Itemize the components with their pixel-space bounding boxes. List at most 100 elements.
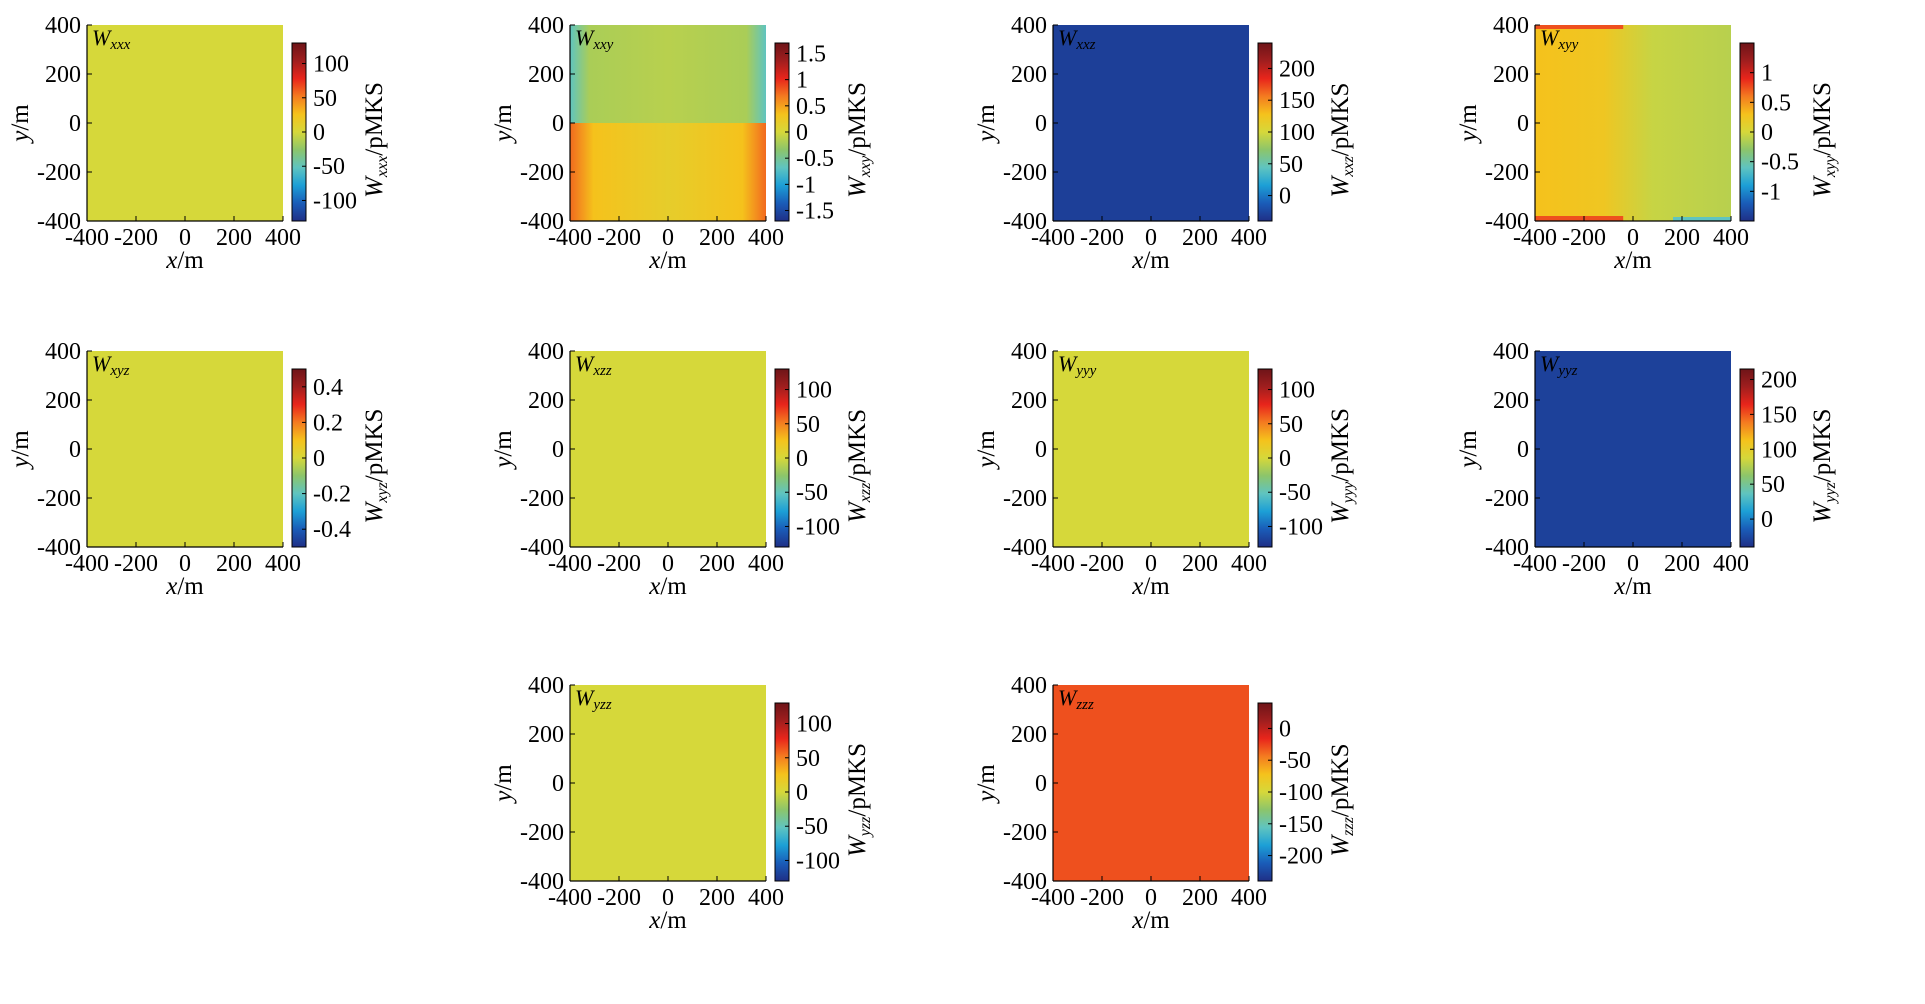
colorbar-tick-label: 100 <box>1279 120 1315 146</box>
y-tick-label: -200 <box>1485 160 1529 186</box>
x-tick-label: -200 <box>1562 551 1606 577</box>
panel-wxxz: Wxxz -400 -400 -200 -200 0 0 200 200 400 400 x/m y/m… <box>966 0 1447 330</box>
colorbar-tick-label: -100 <box>1279 514 1323 540</box>
x-tick-label: 200 <box>216 551 252 577</box>
y-tick-label: -400 <box>1485 535 1529 561</box>
x-axis-label: x/m <box>1131 907 1170 934</box>
y-tick-label: -200 <box>520 486 564 512</box>
colorbar-tick-label: -50 <box>1279 748 1311 774</box>
x-tick-label: 0 <box>1627 551 1639 577</box>
x-tick-label: 400 <box>748 551 784 577</box>
x-tick-label: 0 <box>1145 885 1157 911</box>
y-tick-label: -400 <box>520 535 564 561</box>
x-tick-label: -200 <box>597 551 641 577</box>
x-tick-label: -200 <box>1080 551 1124 577</box>
heatmap-chart: Wxxz-400-400-200-20000200200400400x/my/m… <box>973 13 1357 274</box>
x-tick-label: -400 <box>65 225 109 251</box>
heatmap-field <box>1535 25 1731 221</box>
x-axis-label: x/m <box>648 247 687 274</box>
y-tick-label: 400 <box>1011 13 1047 39</box>
colorbar-tick-label: -100 <box>796 514 840 540</box>
x-tick-label: -400 <box>1513 551 1557 577</box>
heatmap-field <box>1053 25 1249 221</box>
colorbar-tick-label: 50 <box>796 412 820 438</box>
x-tick-label: -400 <box>548 551 592 577</box>
colorbar-tick-label: 0 <box>1761 507 1773 533</box>
colorbar-tick-label: 1 <box>796 68 808 94</box>
component-label: Wyzz <box>575 685 612 713</box>
colorbar-tick-label: -0.4 <box>313 517 351 543</box>
y-tick-label: 0 <box>552 111 564 137</box>
heatmap-area <box>570 351 766 547</box>
y-axis-label: y/m <box>490 430 517 471</box>
y-tick-label: 400 <box>45 13 81 39</box>
y-axis-label: y/m <box>973 764 1000 805</box>
y-tick-label: -200 <box>1003 486 1047 512</box>
y-tick-label: -400 <box>520 209 564 235</box>
x-tick-label: 200 <box>1664 225 1700 251</box>
y-tick-label: 0 <box>552 437 564 463</box>
x-tick-label: 0 <box>662 885 674 911</box>
component-label: Wxxz <box>1058 25 1096 53</box>
y-tick-label: -400 <box>1003 869 1047 895</box>
heatmap-upper-half <box>570 25 766 123</box>
panel-wzzz: Wzzz -400 -400 -200 -200 0 0 200 200 400 400 x/m y/m… <box>966 660 1447 990</box>
y-tick-label: 200 <box>528 388 564 414</box>
colorbar-label: Wyyy/pMKS <box>1327 408 1357 524</box>
y-tick-label: 400 <box>45 339 81 365</box>
x-tick-label: -200 <box>1562 225 1606 251</box>
y-tick-label: 0 <box>552 771 564 797</box>
x-tick-label: -400 <box>65 551 109 577</box>
colorbar-label: Wxxx/pMKS <box>361 82 391 198</box>
heatmap-field <box>570 351 766 547</box>
x-axis-label: x/m <box>648 573 687 600</box>
panel-wxxx: Wxxx -400 -400 -200 -200 0 0 200 200 400 400 x/m y/m… <box>0 0 481 330</box>
y-tick-label: 0 <box>1035 111 1047 137</box>
panel-wxzz: Wxzz -400 -400 -200 -200 0 0 200 200 400 400 x/m y/m… <box>483 326 964 656</box>
colorbar-tick-label: 100 <box>796 712 832 738</box>
x-tick-label: 200 <box>1182 885 1218 911</box>
colorbar-tick-label: 0.5 <box>1761 90 1791 116</box>
y-tick-label: -200 <box>520 820 564 846</box>
colorbar-tick-label: 50 <box>1279 412 1303 438</box>
y-axis-label: y/m <box>490 764 517 805</box>
colorbar-label: Wxyz/pMKS <box>361 409 391 524</box>
x-tick-label: -200 <box>597 885 641 911</box>
heatmap-chart: Wxyz-400-400-200-20000200200400400x/my/m… <box>7 339 391 600</box>
heatmap-chart: Wyzz-400-400-200-20000200200400400x/my/m… <box>490 673 874 934</box>
panel-wyyy: Wyyy -400 -400 -200 -200 0 0 200 200 400 400 x/m y/m… <box>966 326 1447 656</box>
y-tick-label: 200 <box>1011 62 1047 88</box>
colorbar-tick-label: 0 <box>313 446 325 472</box>
x-tick-label: -400 <box>1031 551 1075 577</box>
y-tick-label: 200 <box>1493 388 1529 414</box>
x-tick-label: 400 <box>265 551 301 577</box>
heatmap-field <box>87 25 283 221</box>
colorbar-tick-label: 1 <box>1761 61 1773 87</box>
y-tick-label: 200 <box>1493 62 1529 88</box>
colorbar-tick-label: 50 <box>313 86 337 112</box>
panel-wxyy: Wxyy -400 -400 -200 -200 0 0 200 200 400 400 x/m y/m… <box>1448 0 1925 330</box>
x-axis-label: x/m <box>648 907 687 934</box>
x-tick-label: -400 <box>548 885 592 911</box>
x-tick-label: 400 <box>1231 885 1267 911</box>
x-axis-label: x/m <box>1131 573 1170 600</box>
colorbar-tick-label: 100 <box>313 52 349 78</box>
heatmap-area <box>1053 25 1249 221</box>
y-tick-label: 200 <box>1011 722 1047 748</box>
colorbar-tick-label: -1.5 <box>796 199 834 225</box>
y-axis-label: y/m <box>973 104 1000 145</box>
x-tick-label: 400 <box>748 885 784 911</box>
heatmap-area <box>1535 351 1731 547</box>
y-axis-label: y/m <box>1455 104 1482 145</box>
x-tick-label: 0 <box>179 225 191 251</box>
colorbar-label: Wxxy/pMKS <box>844 82 874 198</box>
x-tick-label: -200 <box>114 551 158 577</box>
colorbar-tick-label: -0.5 <box>1761 150 1799 176</box>
component-label: Wxxx <box>92 25 131 53</box>
x-tick-label: 400 <box>748 225 784 251</box>
colorbar-tick-label: -100 <box>1279 780 1323 806</box>
panel-wxyz: Wxyz -400 -400 -200 -200 0 0 200 200 400 400 x/m y/m… <box>0 326 481 656</box>
y-tick-label: 0 <box>1517 437 1529 463</box>
component-label: Wyyz <box>1540 351 1578 379</box>
colorbar-tick-label: 200 <box>1761 367 1797 393</box>
